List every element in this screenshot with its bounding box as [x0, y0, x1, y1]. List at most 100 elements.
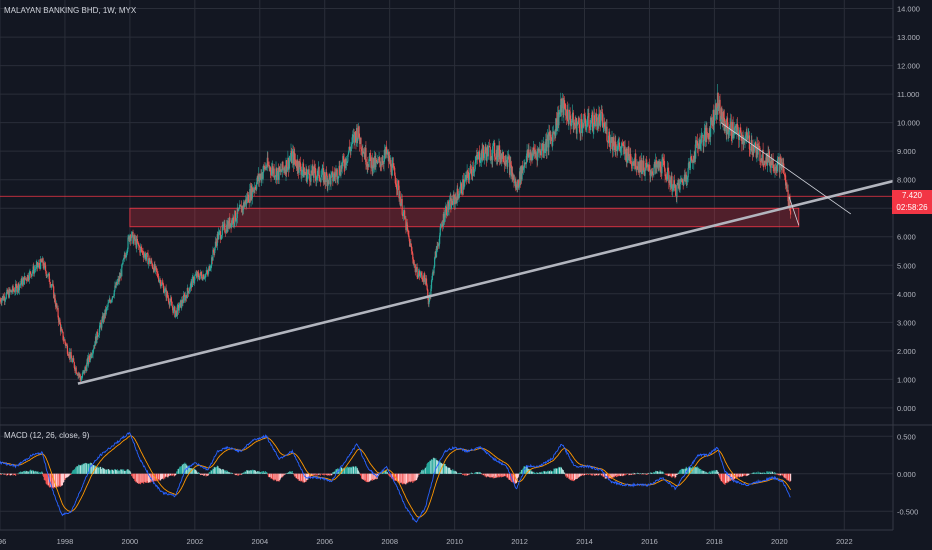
candle-body	[64, 339, 66, 343]
candle-body	[242, 206, 244, 210]
candle-body	[218, 231, 220, 233]
candle-body	[482, 145, 484, 160]
candle-body	[247, 194, 249, 201]
candle-body	[375, 159, 378, 162]
candle-body	[602, 126, 604, 128]
candle-body	[339, 165, 341, 174]
candle-body	[651, 171, 654, 174]
candle-body	[390, 172, 393, 176]
candle-body	[170, 298, 172, 302]
candle-body	[745, 131, 747, 136]
candle-body	[693, 151, 696, 163]
candle-body	[329, 176, 331, 185]
candle-body	[347, 152, 350, 155]
projection-trendline	[788, 196, 800, 226]
candle-body	[388, 155, 390, 162]
candle-body	[460, 183, 463, 194]
candle-body	[404, 210, 406, 219]
candle-body	[567, 109, 569, 121]
candle-body	[21, 278, 23, 286]
candle-body	[435, 246, 438, 258]
candle-body	[303, 171, 305, 178]
candle-body	[73, 362, 75, 368]
candle-body	[422, 278, 424, 280]
candle-body	[59, 319, 61, 324]
candle-body	[673, 180, 676, 188]
candle-body	[746, 135, 749, 140]
candle-body	[656, 164, 658, 168]
candle-body	[235, 220, 237, 222]
candle-body	[395, 184, 398, 189]
candle-body	[403, 210, 405, 213]
candle-body	[338, 165, 340, 177]
candle-body	[617, 146, 619, 152]
candle-body	[150, 260, 152, 263]
candle-body	[121, 264, 123, 277]
candle-body	[282, 161, 284, 169]
candle-body	[132, 231, 134, 244]
candle-body	[596, 117, 598, 130]
candle-body	[10, 290, 12, 293]
candle-body	[182, 295, 185, 303]
candle-body	[325, 172, 327, 182]
candle-body	[129, 235, 131, 242]
candle-body	[6, 289, 9, 294]
candle-body	[652, 173, 654, 175]
candle-body	[523, 162, 526, 167]
candle-body	[88, 355, 90, 359]
candle-body	[687, 168, 689, 178]
candle-body	[217, 234, 219, 240]
x-tick-label: 2000	[122, 537, 139, 546]
candle-body	[297, 170, 300, 173]
candle-body	[7, 291, 9, 294]
candle-body	[785, 182, 787, 186]
candle-body	[91, 355, 93, 358]
candle-body	[176, 305, 178, 316]
candle-body	[83, 370, 85, 373]
candle-body	[28, 271, 30, 280]
candle-body	[773, 168, 775, 171]
candle-body	[391, 163, 393, 176]
candle-body	[478, 151, 480, 154]
candle-body	[605, 126, 607, 128]
candle-body	[487, 146, 489, 157]
candle-body	[714, 109, 716, 121]
candle-body	[586, 124, 588, 127]
candle-body	[342, 156, 345, 160]
candle-body	[93, 348, 95, 350]
candle-body	[298, 161, 300, 173]
support-zone	[129, 207, 800, 228]
candle-body	[587, 112, 589, 117]
candle-body	[188, 290, 190, 294]
candle-body	[121, 263, 123, 265]
candle-body	[547, 135, 549, 148]
candle-body	[144, 253, 146, 256]
candle-body	[335, 171, 337, 177]
candle-body	[103, 314, 105, 323]
candle-body	[106, 307, 108, 309]
candle-body	[450, 198, 452, 210]
candle-body	[259, 173, 262, 177]
candle-body	[386, 152, 388, 154]
candle-body	[313, 166, 315, 178]
candle-body	[551, 137, 553, 146]
candle-body	[770, 161, 772, 168]
candle-body	[699, 139, 701, 149]
candle-body	[633, 160, 635, 163]
candle-body	[634, 153, 636, 166]
candle-body	[211, 257, 213, 261]
candle-body	[593, 115, 596, 125]
candle-body	[15, 283, 17, 292]
candle-body	[104, 309, 106, 319]
candle-body	[592, 112, 594, 132]
candle-body	[261, 173, 263, 179]
candle-body	[364, 147, 366, 159]
candle-body	[426, 285, 428, 290]
candle-body	[271, 166, 273, 170]
candle-body	[166, 291, 168, 298]
candle-body	[424, 278, 426, 285]
candle-body	[276, 171, 278, 181]
candle-body	[86, 362, 88, 372]
candle-body	[42, 258, 44, 266]
